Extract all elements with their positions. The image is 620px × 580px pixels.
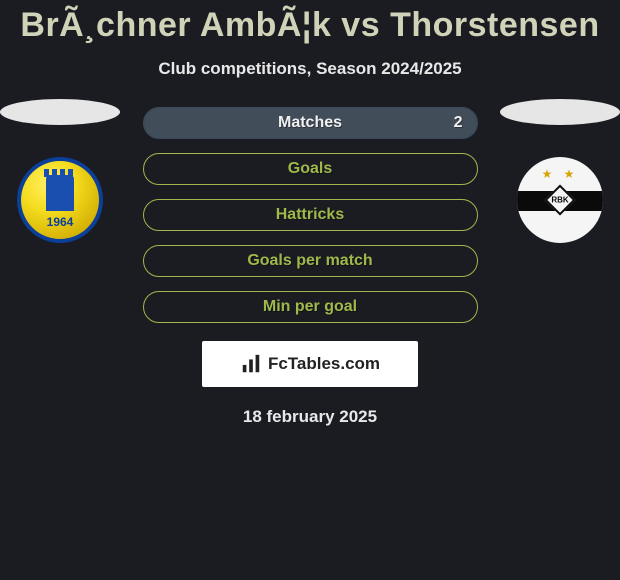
- stat-bar: Goals: [143, 153, 478, 185]
- brand-text: FcTables.com: [268, 354, 380, 374]
- team-right-slot: ★ ★ RBK: [500, 99, 620, 243]
- stat-bar: Hattricks: [143, 199, 478, 231]
- team-right-shadow: [500, 99, 620, 125]
- tower-icon: [46, 175, 74, 211]
- date-text: 18 february 2025: [0, 407, 620, 427]
- stat-bar-value: 2: [454, 114, 463, 132]
- stat-bar-label: Matches: [278, 114, 342, 132]
- subtitle: Club competitions, Season 2024/2025: [0, 59, 620, 79]
- stat-bar: Goals per match: [143, 245, 478, 277]
- comparison-layout: 1964 ★ ★ RBK Matches 2 Goals Hattricks Goals…: [0, 107, 620, 323]
- team-right-crest: ★ ★ RBK: [517, 157, 603, 243]
- brand-box: FcTables.com: [202, 341, 418, 387]
- stat-bar: Matches 2: [143, 107, 478, 139]
- team-left-shadow: [0, 99, 120, 125]
- stat-bar-label: Goals per match: [247, 252, 372, 270]
- team-left-crest: 1964: [17, 157, 103, 243]
- bar-chart-icon: [240, 353, 262, 375]
- stat-bar: Min per goal: [143, 291, 478, 323]
- team-right-initials: RBK: [551, 196, 568, 205]
- team-left-year: 1964: [21, 215, 99, 229]
- stars-icon: ★ ★: [517, 167, 603, 181]
- stat-bar-label: Min per goal: [263, 298, 357, 316]
- team-left-slot: 1964: [0, 99, 120, 243]
- stat-bar-label: Goals: [288, 160, 332, 178]
- page-title: BrÃ¸chner AmbÃ¦k vs Thorstensen: [0, 0, 620, 45]
- stat-bar-label: Hattricks: [276, 206, 344, 224]
- stat-bars: Matches 2 Goals Hattricks Goals per match Min…: [143, 107, 478, 323]
